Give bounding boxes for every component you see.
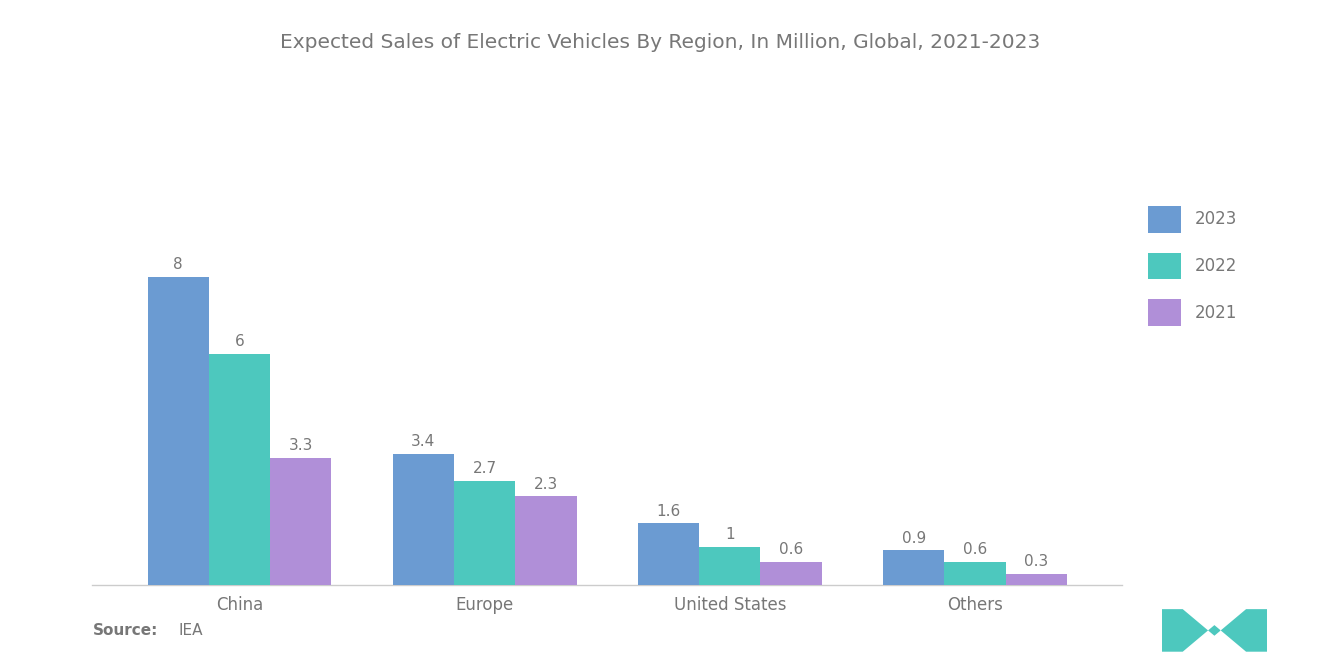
Text: 3.4: 3.4 [412, 434, 436, 450]
Text: 0.6: 0.6 [779, 543, 803, 557]
Bar [760, 562, 821, 585]
Text: 2.7: 2.7 [473, 462, 496, 476]
Bar [454, 481, 515, 585]
Bar [148, 277, 209, 585]
Text: 2021: 2021 [1195, 303, 1237, 322]
Text: 8: 8 [173, 257, 183, 272]
Bar [271, 458, 331, 585]
Text: 1.6: 1.6 [656, 504, 681, 519]
Text: 2.3: 2.3 [533, 477, 558, 492]
Bar [700, 547, 760, 585]
Text: Source:: Source: [92, 623, 158, 638]
Bar [209, 354, 271, 585]
Text: 6: 6 [235, 334, 244, 349]
Text: 0.6: 0.6 [962, 543, 987, 557]
Bar [638, 523, 700, 585]
Bar [393, 454, 454, 585]
Text: 0.9: 0.9 [902, 531, 925, 546]
Bar [883, 551, 944, 585]
Text: Expected Sales of Electric Vehicles By Region, In Million, Global, 2021-2023: Expected Sales of Electric Vehicles By R… [280, 33, 1040, 53]
Text: 2023: 2023 [1195, 210, 1237, 229]
Polygon shape [1162, 609, 1267, 652]
Bar [944, 562, 1006, 585]
Bar [1006, 574, 1067, 585]
Text: IEA: IEA [178, 623, 203, 638]
Text: 3.3: 3.3 [289, 438, 313, 454]
Text: 2022: 2022 [1195, 257, 1237, 275]
Text: 1: 1 [725, 527, 735, 542]
Bar [515, 497, 577, 585]
Text: 0.3: 0.3 [1024, 554, 1048, 569]
